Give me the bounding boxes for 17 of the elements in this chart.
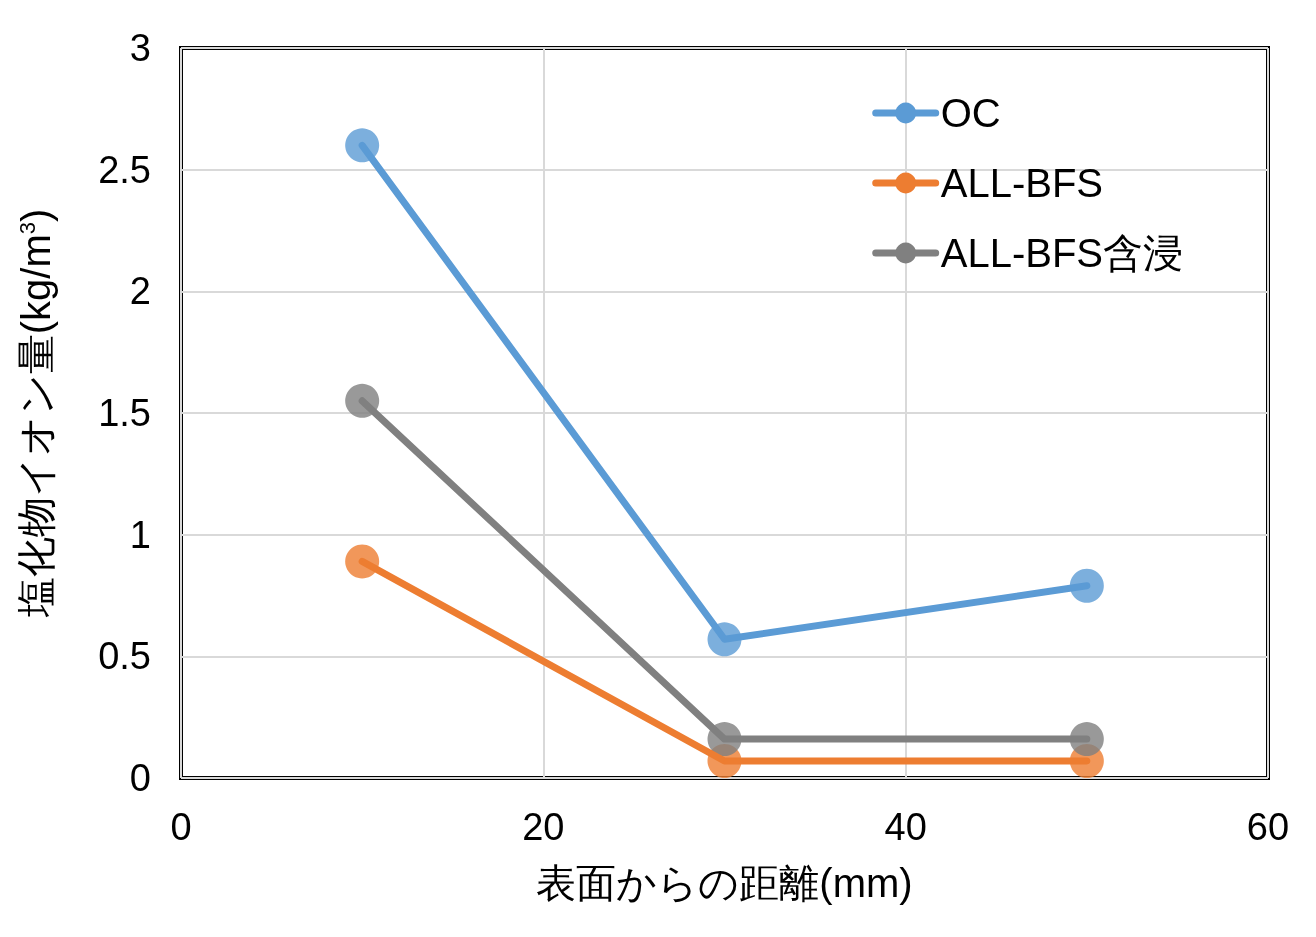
- y-axis-title: 塩化物イオン量(kg/m3): [14, 208, 58, 619]
- x-tick-label: 60: [1246, 806, 1290, 848]
- y-tick-label: 2.5: [98, 148, 151, 191]
- y-tick-label: 1.5: [98, 392, 151, 434]
- x-axis-title: 表面からの距離(mm): [536, 861, 913, 905]
- legend-label: OC: [940, 91, 1001, 135]
- legend-label: ALL-BFS: [940, 161, 1104, 205]
- legend-label: ALL-BFS含浸: [940, 231, 1184, 275]
- y-tick-label: 2: [129, 270, 151, 313]
- x-tick-label: 40: [884, 806, 927, 848]
- y-tick-label: 0.5: [98, 635, 151, 678]
- y-tick-label: 3: [129, 27, 151, 69]
- y-tick-label: 0: [129, 757, 151, 799]
- x-tick-label: 0: [170, 806, 192, 848]
- y-tick-label: 1: [129, 513, 151, 556]
- x-tick-label: 20: [522, 806, 565, 848]
- point: [1069, 722, 1104, 757]
